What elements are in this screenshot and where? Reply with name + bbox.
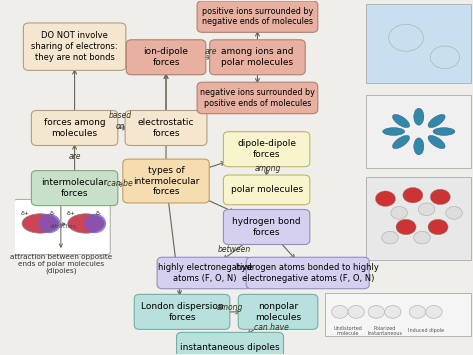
- Text: positive ions surrounded by
negative ends of molecules: positive ions surrounded by negative end…: [202, 7, 313, 27]
- FancyBboxPatch shape: [210, 40, 305, 75]
- FancyBboxPatch shape: [366, 177, 471, 260]
- Text: among ions and
polar molecules: among ions and polar molecules: [221, 48, 294, 67]
- FancyBboxPatch shape: [238, 294, 318, 329]
- FancyBboxPatch shape: [23, 23, 126, 70]
- Ellipse shape: [414, 138, 424, 155]
- Circle shape: [403, 187, 423, 203]
- Circle shape: [430, 189, 450, 205]
- Text: are: are: [204, 48, 217, 56]
- FancyBboxPatch shape: [126, 40, 206, 75]
- FancyBboxPatch shape: [176, 332, 283, 355]
- Text: δ-: δ-: [50, 211, 56, 216]
- FancyBboxPatch shape: [125, 110, 207, 146]
- Ellipse shape: [428, 135, 445, 149]
- FancyBboxPatch shape: [223, 209, 310, 245]
- Circle shape: [430, 46, 459, 69]
- Text: δ+: δ+: [21, 211, 30, 216]
- Circle shape: [391, 207, 407, 219]
- Ellipse shape: [428, 114, 445, 128]
- Text: hydrogen atoms bonded to highly
electronegative atoms (F, O, N): hydrogen atoms bonded to highly electron…: [236, 263, 379, 283]
- Ellipse shape: [84, 214, 106, 233]
- FancyBboxPatch shape: [157, 257, 253, 289]
- Text: nonpolar
molecules: nonpolar molecules: [255, 302, 301, 322]
- Text: intermolecular
forces: intermolecular forces: [42, 178, 108, 198]
- Circle shape: [414, 231, 430, 244]
- Text: between: between: [218, 246, 251, 255]
- FancyBboxPatch shape: [246, 257, 369, 289]
- Circle shape: [438, 51, 452, 63]
- Text: among: among: [217, 303, 243, 312]
- FancyBboxPatch shape: [134, 294, 230, 329]
- Text: among: among: [254, 164, 280, 173]
- Circle shape: [348, 306, 364, 318]
- Text: electrostatic
forces: electrostatic forces: [138, 118, 194, 138]
- Text: highly electronegative
atoms (F, O, N): highly electronegative atoms (F, O, N): [158, 263, 252, 283]
- Text: are: are: [68, 153, 81, 162]
- Circle shape: [446, 207, 462, 219]
- Text: instantaneous dipoles: instantaneous dipoles: [180, 343, 280, 352]
- Text: Induced dipole: Induced dipole: [408, 328, 444, 333]
- Circle shape: [398, 32, 414, 44]
- Circle shape: [426, 306, 442, 318]
- Text: negative ions surrounded by
positive ends of molecules: negative ions surrounded by positive end…: [200, 88, 315, 108]
- Text: dipole-dipole
forces: dipole-dipole forces: [237, 139, 296, 159]
- Ellipse shape: [393, 114, 410, 128]
- Text: can have: can have: [254, 323, 289, 332]
- Text: types of
intermolecular
forces: types of intermolecular forces: [133, 166, 199, 196]
- Text: DO NOT involve
sharing of electrons:
they are not bonds: DO NOT involve sharing of electrons: the…: [31, 31, 118, 62]
- Text: based
on: based on: [109, 111, 132, 131]
- FancyBboxPatch shape: [223, 175, 310, 205]
- Circle shape: [396, 219, 416, 235]
- Text: hydrogen bond
forces: hydrogen bond forces: [232, 217, 301, 237]
- Ellipse shape: [414, 108, 424, 125]
- FancyBboxPatch shape: [325, 294, 471, 335]
- Ellipse shape: [22, 214, 59, 233]
- Ellipse shape: [393, 135, 410, 149]
- Circle shape: [385, 306, 401, 318]
- Circle shape: [389, 24, 423, 51]
- Text: Polarized
Instantaneous: Polarized Instantaneous: [367, 326, 402, 337]
- Text: δ+: δ+: [66, 211, 76, 216]
- Circle shape: [376, 191, 395, 207]
- FancyBboxPatch shape: [223, 132, 310, 167]
- Ellipse shape: [38, 214, 61, 233]
- FancyBboxPatch shape: [197, 1, 318, 32]
- Text: can be: can be: [106, 179, 132, 188]
- Circle shape: [428, 219, 448, 235]
- Circle shape: [409, 306, 426, 318]
- FancyBboxPatch shape: [197, 82, 318, 114]
- FancyBboxPatch shape: [14, 200, 110, 255]
- Circle shape: [418, 203, 435, 216]
- FancyBboxPatch shape: [366, 95, 471, 168]
- Text: London dispersion
forces: London dispersion forces: [140, 302, 223, 322]
- Ellipse shape: [383, 128, 404, 135]
- Text: polar molecules: polar molecules: [230, 185, 303, 195]
- FancyBboxPatch shape: [366, 4, 471, 83]
- Circle shape: [368, 306, 385, 318]
- FancyBboxPatch shape: [31, 110, 118, 146]
- Text: forces among
molecules: forces among molecules: [44, 118, 105, 138]
- Text: attraction: attraction: [50, 224, 77, 229]
- Ellipse shape: [68, 214, 105, 233]
- Circle shape: [382, 231, 398, 244]
- Text: δ-: δ-: [95, 211, 101, 216]
- Text: attraction between opposite
ends of polar molecules
(dipoles): attraction between opposite ends of pola…: [10, 253, 112, 274]
- Text: Undistorted
molecule: Undistorted molecule: [333, 326, 362, 337]
- FancyBboxPatch shape: [123, 159, 209, 203]
- Text: ion-dipole
forces: ion-dipole forces: [143, 48, 189, 67]
- Circle shape: [332, 306, 348, 318]
- FancyBboxPatch shape: [31, 171, 118, 206]
- Ellipse shape: [433, 128, 455, 135]
